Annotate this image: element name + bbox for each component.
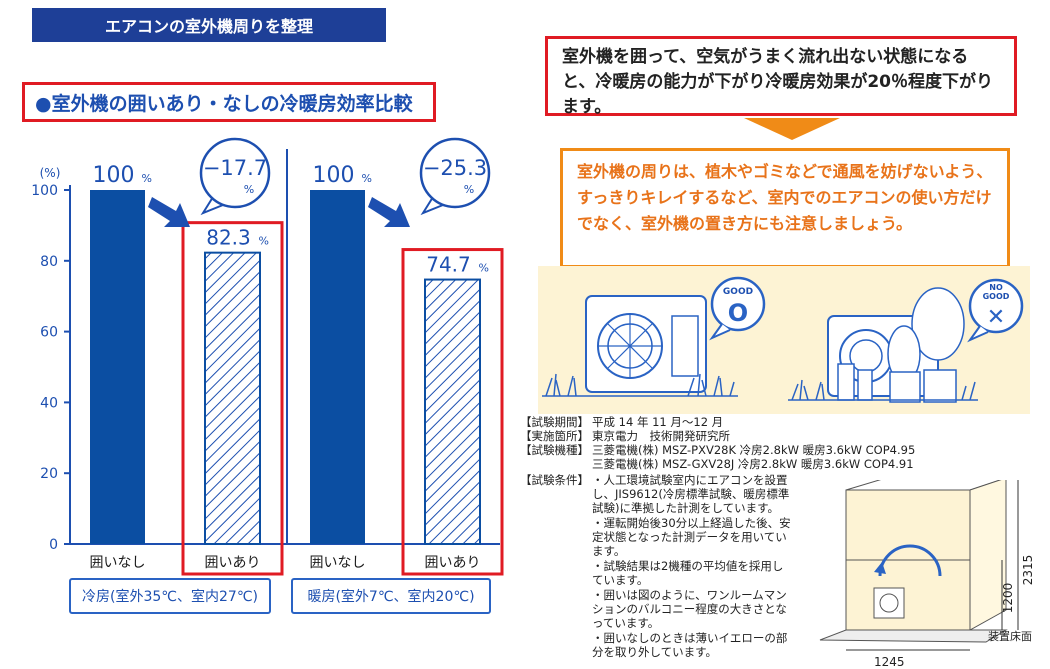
highlight-box xyxy=(401,248,504,576)
model-value-2: 三菱電機(株) MSZ-GXV28J 冷房2.8kW 暖房3.6kW COP4.… xyxy=(592,457,914,471)
nogood-label-2: GOOD xyxy=(983,292,1010,301)
nogood-mark: ✕ xyxy=(987,305,1005,330)
bar-value-label: 100 xyxy=(313,163,355,188)
grass-icon xyxy=(542,373,738,397)
good-label: GOOD xyxy=(723,287,753,297)
bar xyxy=(204,251,261,546)
y-tick-label: 80 xyxy=(40,254,58,270)
y-axis-label: (%) xyxy=(40,166,61,180)
y-tick-label: 40 xyxy=(40,395,58,411)
floor-label: 装置床面 xyxy=(988,629,1032,643)
x-category-label: 囲いあり xyxy=(205,555,261,571)
page-title: エアコンの室外機周りを整理 xyxy=(32,8,386,42)
highlight-box xyxy=(181,221,284,576)
place-label: 【実施箇所】 xyxy=(520,429,589,443)
bar xyxy=(90,190,145,544)
diff-unit: % xyxy=(464,183,474,196)
group-label-box xyxy=(69,578,271,614)
diff-label: −25.3 xyxy=(423,156,487,180)
bar-value-label: 74.7 xyxy=(426,253,471,277)
message-top: 室外機を囲って、空気がうまく流れ出ない状態になると、冷暖房の能力が下がり冷暖房効… xyxy=(545,36,1017,117)
model-value-1: 三菱電機(株) MSZ-PXV28K 冷房2.8kW 暖房3.6kW COP4.… xyxy=(592,443,916,457)
bar-chart: (%) 0 20 40 60 80 100 100 % 囲いなし 82.3 % 囲いあり −17.7% 冷房… xyxy=(31,137,504,614)
group-label-box xyxy=(291,578,491,614)
bar xyxy=(310,190,365,544)
group-label: 冷房(室外35℃、室内27℃) xyxy=(82,588,258,605)
period-label: 【試験期間】 xyxy=(520,415,589,429)
y-tick-label: 100 xyxy=(31,183,58,199)
x-category-label: 囲いなし xyxy=(310,555,366,571)
diff-bubble xyxy=(419,137,491,209)
condition-item: ・試験結果は2機種の平均値を採用しています。 xyxy=(592,559,784,587)
outdoor-unit-illustration: GOOD O NO GOOD ✕ xyxy=(538,266,1030,414)
bar-value-unit: % xyxy=(259,235,269,248)
bar-value-unit: % xyxy=(479,262,489,275)
bar-value-label: 82.3 xyxy=(206,226,251,250)
inner-height-label: 1200 xyxy=(1001,583,1015,614)
message-tip: 室外機の周りは、植木やゴミなどで通風を妨げないよう、すっきりキレイするなど、室内… xyxy=(560,148,1010,268)
enclosure-diagram: 2315 1200 1245 装置床面 xyxy=(819,480,1035,669)
outdoor-unit-good-icon xyxy=(585,295,707,393)
condition-item: ・人工環境試験室内にエアコンを設置し、JIS9612(冷房標準試験、暖房標準試験… xyxy=(592,473,790,515)
x-category-label: 囲いなし xyxy=(90,555,146,571)
condition-item: ・囲いなしのときは薄いイエローの部分を取り外しています。 xyxy=(592,631,788,659)
arrow-icon xyxy=(148,197,190,227)
bar-value-unit: % xyxy=(142,172,152,185)
condition-item: ・運転開始後30分以上経過した後、安定状態となった計測データを用いています。 xyxy=(592,516,791,558)
model-label: 【試験機種】 xyxy=(520,443,589,457)
diff-bubble xyxy=(199,137,271,209)
place-value: 東京電力 技術開発研究所 xyxy=(592,429,730,443)
height-label: 2315 xyxy=(1021,555,1035,586)
condition-item: ・囲いは図のように、ワンルームマンションのバルコニー程度の大きさとなっています。 xyxy=(592,588,787,630)
test-info: 【試験期間】 平成 14 年 11 月〜12 月 【実施箇所】 東京電力 技術開発研… xyxy=(520,415,915,660)
nogood-label-1: NO xyxy=(989,283,1003,292)
no-good-badge-icon: NO GOOD ✕ xyxy=(967,278,1024,343)
group-label: 暖房(室外7℃、室内20℃) xyxy=(307,588,474,605)
condition-list: ・人工環境試験室内にエアコンを設置し、JIS9612(冷房標準試験、暖房標準試験… xyxy=(592,473,794,660)
bar xyxy=(424,278,481,545)
diff-label: −17.7 xyxy=(203,156,267,180)
airflow-arrow-icon xyxy=(878,544,942,577)
diff-unit: % xyxy=(244,183,254,196)
y-tick-label: 60 xyxy=(40,325,58,341)
x-category-label: 囲いあり xyxy=(425,555,481,571)
down-arrow-icon xyxy=(744,118,840,140)
good-mark: O xyxy=(728,299,748,327)
y-tick-label: 20 xyxy=(40,466,58,482)
arrow-icon xyxy=(368,197,410,227)
bar-value-label: 100 xyxy=(93,163,135,188)
condition-label: 【試験条件】 xyxy=(520,473,589,487)
period-value: 平成 14 年 11 月〜12 月 xyxy=(592,415,724,429)
chart-title: ●室外機の囲いあり・なしの冷暖房効率比較 xyxy=(22,82,436,122)
good-badge-icon: GOOD O xyxy=(709,276,766,341)
width-label: 1245 xyxy=(874,655,905,669)
y-tick-label: 0 xyxy=(49,537,58,553)
bar-value-unit: % xyxy=(362,172,372,185)
